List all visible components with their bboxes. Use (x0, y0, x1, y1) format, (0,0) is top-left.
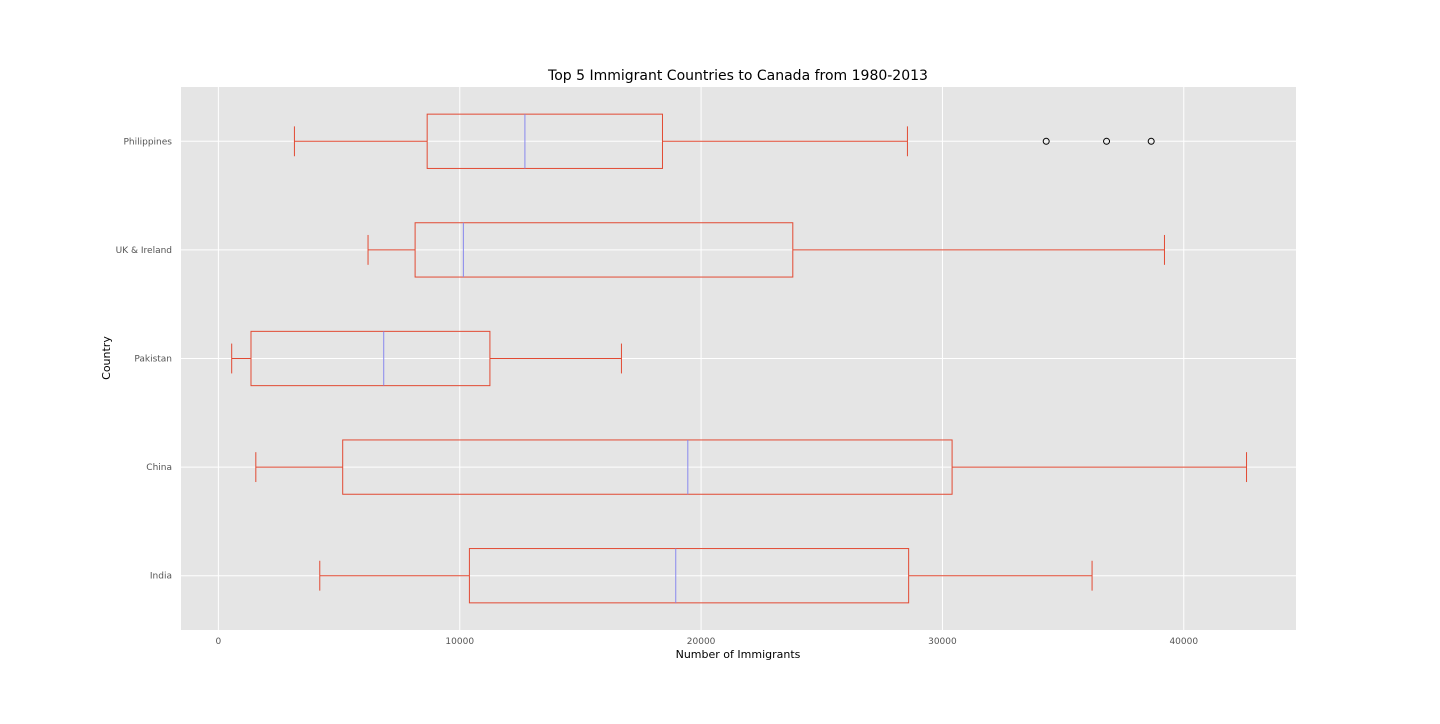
tick-labels: 0 10000 20000 30000 40000 India China Pakistan U… (116, 137, 1199, 647)
outlier-point (1103, 137, 1111, 145)
y-category-label: UK & Ireland (116, 246, 172, 256)
iqr-box (414, 222, 794, 278)
outlier-point (1147, 137, 1155, 145)
box-uk-ireland (367, 222, 1165, 278)
iqr-box (468, 548, 910, 604)
box-philippines (293, 113, 1155, 169)
iqr-box (426, 113, 663, 169)
y-axis-title: Country (100, 336, 113, 380)
x-tick-label: 0 (216, 637, 222, 647)
box-china (255, 439, 1248, 495)
x-tick-label: 30000 (928, 637, 957, 647)
iqr-box (342, 439, 953, 495)
box-india (319, 548, 1093, 604)
chart-title: Top 5 Immigrant Countries to Canada from… (547, 68, 928, 84)
x-axis-title: Number of Immigrants (676, 648, 801, 661)
y-category-label: China (146, 463, 172, 473)
iqr-box (250, 330, 491, 387)
outlier-point (1042, 137, 1050, 145)
box-pakistan (231, 330, 622, 387)
x-tick-label: 10000 (445, 637, 474, 647)
y-category-label: India (150, 572, 172, 582)
y-category-label: Pakistan (134, 355, 172, 365)
x-tick-label: 40000 (1169, 637, 1198, 647)
x-tick-label: 20000 (687, 637, 716, 647)
y-category-label: Philippines (124, 137, 173, 147)
box-series (231, 113, 1248, 604)
